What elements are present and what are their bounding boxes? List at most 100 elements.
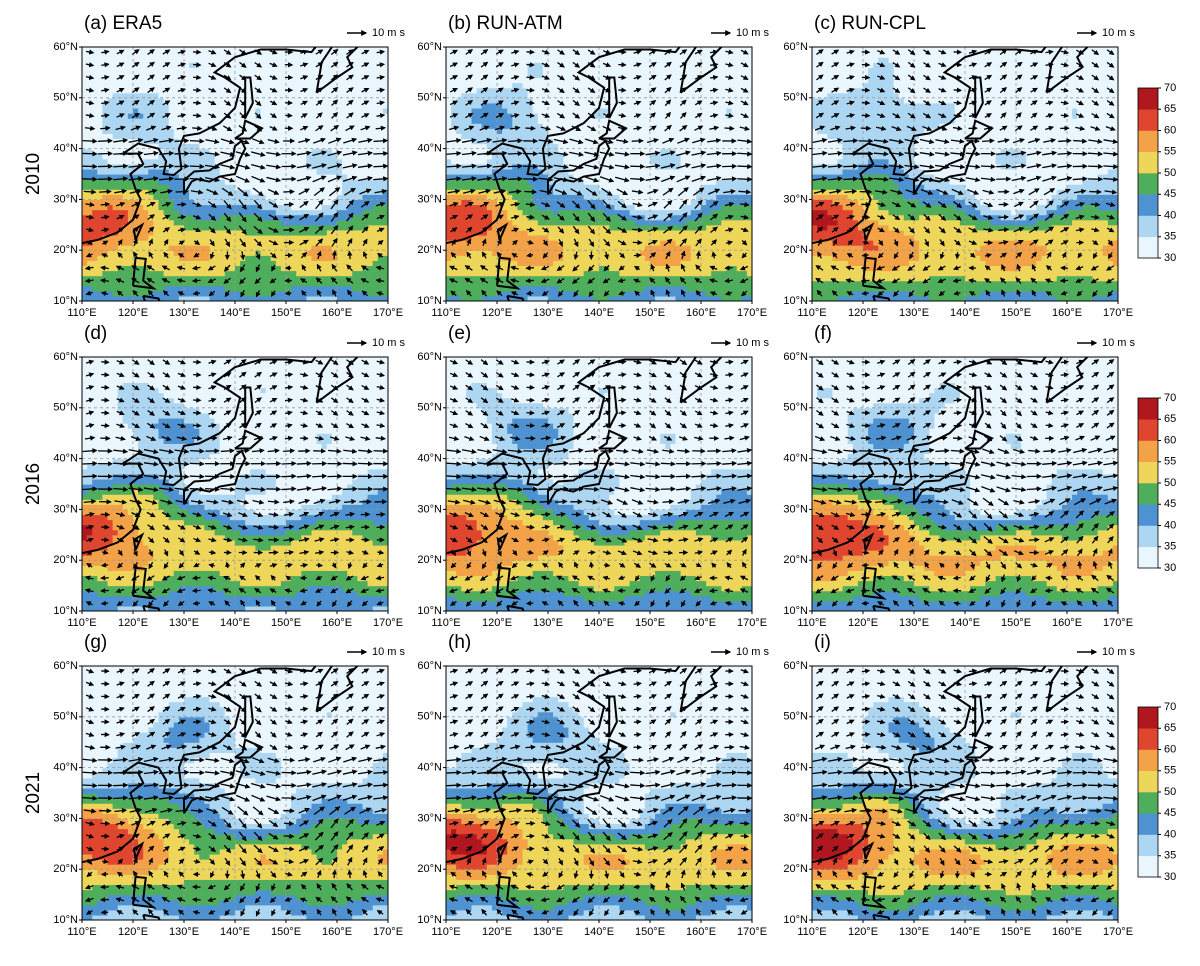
shade-cell bbox=[87, 83, 93, 89]
shade-cell bbox=[456, 230, 462, 236]
shade-cell bbox=[466, 57, 472, 63]
shade-cell bbox=[118, 133, 124, 139]
shade-cell bbox=[174, 220, 180, 226]
shade-cell bbox=[261, 149, 267, 155]
shade-cell bbox=[584, 128, 590, 134]
shade-cell bbox=[286, 271, 292, 277]
shade-cell bbox=[138, 184, 144, 190]
shade-cell bbox=[199, 210, 205, 216]
shade-cell bbox=[456, 103, 462, 109]
shade-cell bbox=[240, 159, 246, 165]
shade-cell bbox=[312, 67, 318, 73]
shade-cell bbox=[599, 255, 605, 261]
shade-cell bbox=[456, 77, 462, 83]
shade-cell bbox=[164, 184, 170, 190]
shade-cell bbox=[337, 169, 343, 175]
shade-cell bbox=[317, 169, 323, 175]
shade-cell bbox=[363, 118, 369, 124]
shade-cell bbox=[250, 265, 256, 271]
shade-cell bbox=[378, 83, 384, 89]
shade-cell bbox=[204, 286, 210, 292]
shade-cell bbox=[225, 133, 231, 139]
shade-cell bbox=[301, 57, 307, 63]
shade-cell bbox=[538, 77, 544, 83]
shade-cell bbox=[189, 83, 195, 89]
shade-cell bbox=[276, 108, 282, 114]
shade-cell bbox=[250, 67, 256, 73]
shade-cell bbox=[102, 133, 108, 139]
shade-cell bbox=[291, 159, 297, 165]
shade-cell bbox=[123, 52, 129, 58]
shade-cell bbox=[250, 276, 256, 282]
shade-cell bbox=[123, 235, 129, 241]
shade-cell bbox=[184, 98, 190, 104]
shade-cell bbox=[204, 47, 210, 53]
shade-cell bbox=[204, 164, 210, 170]
shade-cell bbox=[210, 260, 216, 266]
shade-cell bbox=[512, 108, 518, 114]
shade-cell bbox=[558, 286, 564, 292]
shade-cell bbox=[159, 210, 165, 216]
shade-cell bbox=[553, 123, 559, 129]
shade-cell bbox=[204, 138, 210, 144]
shade-cell bbox=[204, 83, 210, 89]
shade-cell bbox=[337, 220, 343, 226]
shade-cell bbox=[446, 260, 452, 266]
shade-cell bbox=[82, 210, 88, 216]
shade-cell bbox=[199, 271, 205, 277]
shade-cell bbox=[487, 83, 493, 89]
shade-cell bbox=[517, 128, 523, 134]
shade-cell bbox=[528, 271, 534, 277]
shade-cell bbox=[245, 67, 251, 73]
shade-cell bbox=[169, 67, 175, 73]
shade-cell bbox=[215, 57, 221, 63]
shade-cell bbox=[548, 276, 554, 282]
shade-cell bbox=[507, 250, 513, 256]
shade-cell bbox=[517, 210, 523, 216]
shade-cell bbox=[159, 271, 165, 277]
shade-cell bbox=[512, 159, 518, 165]
shade-cell bbox=[194, 210, 200, 216]
shade-cell bbox=[342, 265, 348, 271]
shade-cell bbox=[271, 235, 277, 241]
shade-cell bbox=[113, 47, 119, 53]
shade-cell bbox=[174, 72, 180, 78]
shade-cell bbox=[322, 255, 328, 261]
shade-cell bbox=[517, 77, 523, 83]
shade-cell bbox=[194, 159, 200, 165]
shade-cell bbox=[291, 286, 297, 292]
shade-cell bbox=[472, 271, 478, 277]
wind-arrow bbox=[193, 103, 200, 104]
shade-cell bbox=[184, 103, 190, 109]
wind-arrow bbox=[334, 251, 335, 259]
shade-cell bbox=[159, 72, 165, 78]
shade-cell bbox=[357, 108, 363, 114]
shade-cell bbox=[250, 57, 256, 63]
shade-cell bbox=[528, 118, 534, 124]
shade-cell bbox=[87, 154, 93, 160]
shade-cell bbox=[507, 98, 513, 104]
shade-cell bbox=[159, 67, 165, 73]
shade-cell bbox=[579, 88, 585, 94]
shade-cell bbox=[153, 47, 159, 53]
shade-cell bbox=[373, 108, 379, 114]
shade-cell bbox=[204, 276, 210, 282]
shade-cell bbox=[102, 154, 108, 160]
shade-cell bbox=[477, 47, 483, 53]
shade-cell bbox=[523, 52, 529, 58]
shade-cell bbox=[97, 47, 103, 53]
shade-cell bbox=[108, 215, 114, 221]
shade-cell bbox=[487, 291, 493, 297]
shade-cell bbox=[322, 281, 328, 287]
shade-cell bbox=[113, 123, 119, 129]
shade-cell bbox=[143, 133, 149, 139]
shade-cell bbox=[194, 57, 200, 63]
shade-cell bbox=[507, 83, 513, 89]
shade-cell bbox=[312, 281, 318, 287]
shade-cell bbox=[261, 113, 267, 119]
shade-cell bbox=[92, 291, 98, 297]
shade-cell bbox=[266, 108, 272, 114]
shade-cell bbox=[174, 271, 180, 277]
shade-cell bbox=[291, 77, 297, 83]
